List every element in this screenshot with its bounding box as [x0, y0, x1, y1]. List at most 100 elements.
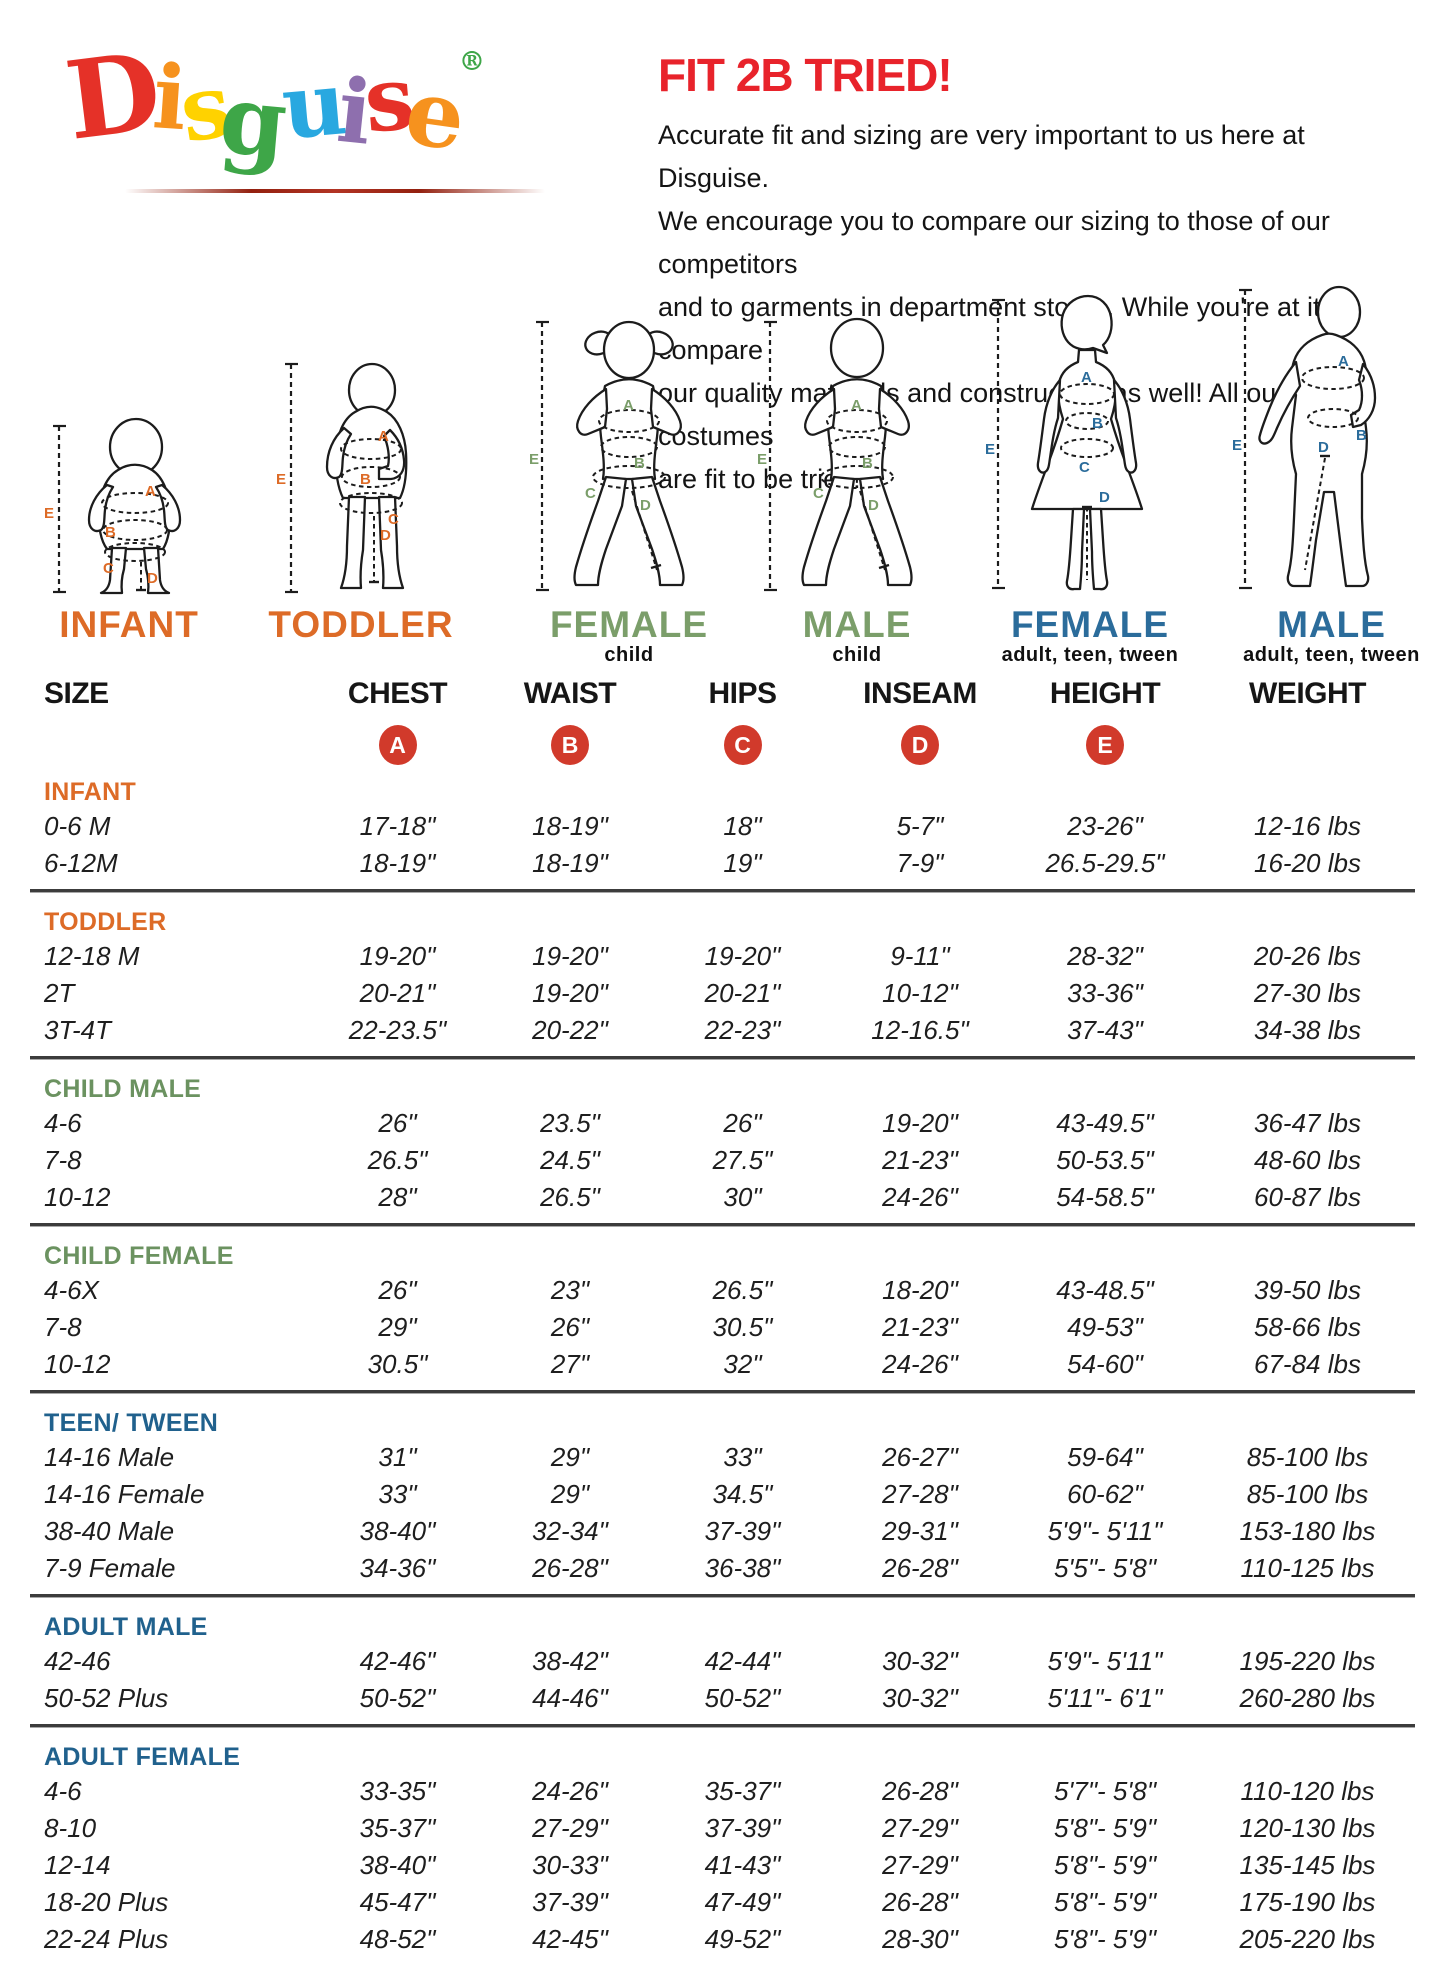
badge-cell-5: E: [1010, 725, 1200, 765]
column-header-inseam: INSEAM: [863, 677, 977, 710]
measure-badge-row: A B C D E: [30, 718, 1415, 772]
value-cell: 20-22": [532, 1015, 608, 1045]
value-cell: 23-26": [1067, 811, 1143, 841]
table-row: 8-10 35-37" 27-29" 37-39" 27-29" 5'8"- 5'9" 12…: [30, 1810, 1415, 1847]
table-row: 50-52 Plus 50-52" 44-46" 50-52" 30-32" 5'11"-…: [30, 1680, 1415, 1717]
male-adult-letter-b: B: [1356, 427, 1367, 444]
value-cell: 23": [550, 1275, 590, 1305]
table-row: 3T-4T 22-23.5" 20-22" 22-23" 12-16.5" 37-43" 3…: [30, 1012, 1415, 1049]
page-header: Disguise® FIT 2B TRIED! Accurate fit and…: [0, 0, 1445, 494]
value-cell: 16-20 lbs: [1254, 848, 1361, 878]
value-cell: 29": [550, 1479, 590, 1509]
value-cell: 35-37": [704, 1776, 781, 1806]
female-child-letter-e: E: [529, 451, 539, 468]
value-cell: 41-43": [704, 1850, 781, 1880]
value-cell: 58-66 lbs: [1254, 1312, 1361, 1342]
size-cell: 14-16 Female: [44, 1479, 205, 1509]
table-row: 7-9 Female 34-36" 26-28" 36-38" 26-28" 5'5"- …: [30, 1550, 1415, 1587]
value-cell: 38-40": [359, 1516, 436, 1546]
size-cell: 7-9 Female: [44, 1553, 176, 1583]
table-row: 12-18 M 19-20" 19-20" 19-20" 9-11" 28-32" 20-2…: [30, 938, 1415, 975]
value-cell: 5'7"- 5'8": [1053, 1776, 1157, 1806]
value-cell: 28-30": [882, 1924, 958, 1954]
size-cell: 12-18 M: [44, 941, 140, 971]
figure-label-male-child: MALE: [802, 604, 912, 645]
value-cell: 18": [723, 811, 762, 841]
figure-band: A B C D E INFANT: [0, 268, 1445, 670]
table-header-row: SIZE CHEST WAIST HIPS INSEAM HEIGHT WEIGHT: [30, 670, 1415, 718]
value-cell: 30-32": [882, 1646, 958, 1676]
value-cell: 30-32": [882, 1683, 958, 1713]
value-cell: 38-40": [359, 1850, 436, 1880]
measure-badge-b: B: [551, 725, 589, 765]
section-divider: [30, 889, 1415, 893]
value-cell: 42-44": [704, 1646, 781, 1676]
value-cell: 19-20": [532, 978, 608, 1008]
size-cell: 4-6: [44, 1776, 82, 1806]
value-cell: 26": [378, 1108, 417, 1138]
column-header-chest: CHEST: [347, 677, 448, 710]
value-cell: 26-28": [882, 1553, 958, 1583]
value-cell: 27": [550, 1349, 590, 1379]
badge-cell-4: D: [830, 725, 1010, 765]
table-row: 2T 20-21" 19-20" 20-21" 10-12" 33-36" 27-30 lb…: [30, 975, 1415, 1012]
female-adult-letter-a: A: [1081, 369, 1092, 386]
value-cell: 42-46": [359, 1646, 436, 1676]
value-cell: 47-49": [704, 1887, 781, 1917]
section-header-child-male: CHILD MALE: [44, 1075, 202, 1103]
female-adult-letter-e: E: [985, 441, 995, 458]
size-cell: 14-16 Male: [44, 1442, 175, 1472]
value-cell: 27-30 lbs: [1254, 978, 1361, 1008]
value-cell: 31": [378, 1442, 417, 1472]
figure-male-child: A B C D E MALE child: [756, 310, 958, 670]
value-cell: 34-38 lbs: [1254, 1015, 1361, 1045]
figure-infant: A B C D E INFANT: [38, 400, 220, 670]
value-cell: 5'5"- 5'8": [1053, 1553, 1157, 1583]
figure-female-adult: A B C D E FEMALE adult, teen, tween: [984, 290, 1196, 670]
value-cell: 29": [550, 1442, 590, 1472]
value-cell: 5'9"- 5'11": [1047, 1646, 1163, 1676]
value-cell: 32-34": [532, 1516, 608, 1546]
intro-line-2: We encourage you to compare our sizing t…: [658, 206, 1330, 279]
table-row: 4-6 33-35" 24-26" 35-37" 26-28" 5'7"- 5'8" 110…: [30, 1773, 1415, 1810]
value-cell: 10-12": [882, 978, 958, 1008]
value-cell: 5'9"- 5'11": [1047, 1516, 1163, 1546]
size-chart-table: SIZE CHEST WAIST HIPS INSEAM HEIGHT WEIGHT A B C…: [30, 670, 1415, 1958]
value-cell: 50-52": [704, 1683, 781, 1713]
table-row: 38-40 Male 38-40" 32-34" 37-39" 29-31" 5'9"- …: [30, 1513, 1415, 1550]
section-divider: [30, 1594, 1415, 1598]
value-cell: 21-23": [882, 1145, 958, 1175]
badge-cell-1: A: [310, 725, 485, 765]
size-cell: 4-6X: [44, 1275, 99, 1305]
value-cell: 85-100 lbs: [1246, 1442, 1369, 1472]
toddler-figure-icon: A B C D E: [276, 362, 408, 594]
column-header-weight: WEIGHT: [1249, 677, 1367, 710]
value-cell: 37-39": [704, 1813, 781, 1843]
value-cell: 5'11"- 6'1": [1047, 1683, 1163, 1713]
value-cell: 5'8"- 5'9": [1053, 1850, 1157, 1880]
value-cell: 5'8"- 5'9": [1053, 1924, 1157, 1954]
value-cell: 19": [723, 848, 762, 878]
column-header-height: HEIGHT: [1049, 677, 1161, 710]
value-cell: 85-100 lbs: [1246, 1479, 1369, 1509]
size-cell: 7-8: [44, 1145, 82, 1175]
value-cell: 59-64": [1067, 1442, 1143, 1472]
value-cell: 43-49.5": [1056, 1108, 1154, 1138]
value-cell: 195-220 lbs: [1239, 1646, 1376, 1676]
table-row: 12-14 38-40" 30-33" 41-43" 27-29" 5'8"- 5'9" 1…: [30, 1847, 1415, 1884]
figure-label-female-child: FEMALE: [549, 604, 709, 645]
value-cell: 110-125 lbs: [1240, 1553, 1375, 1583]
logo-letter-4: u: [277, 50, 344, 160]
value-cell: 24-26": [882, 1182, 958, 1212]
male-adult-letter-a: A: [1338, 353, 1349, 370]
intro-line-4: our quality materials and construction a…: [658, 378, 1286, 451]
figure-sublabel-female-adult: adult, teen, tween: [1001, 644, 1179, 666]
male-child-letter-c: C: [813, 485, 824, 502]
value-cell: 49-53": [1067, 1312, 1143, 1342]
value-cell: 5-7": [896, 811, 944, 841]
infant-letter-e: E: [44, 505, 54, 522]
table-row: 42-46 42-46" 38-42" 42-44" 30-32" 5'9"- 5'11"…: [30, 1643, 1415, 1680]
section-divider: [30, 1056, 1415, 1060]
section-header-child-female: CHILD FEMALE: [44, 1242, 234, 1270]
